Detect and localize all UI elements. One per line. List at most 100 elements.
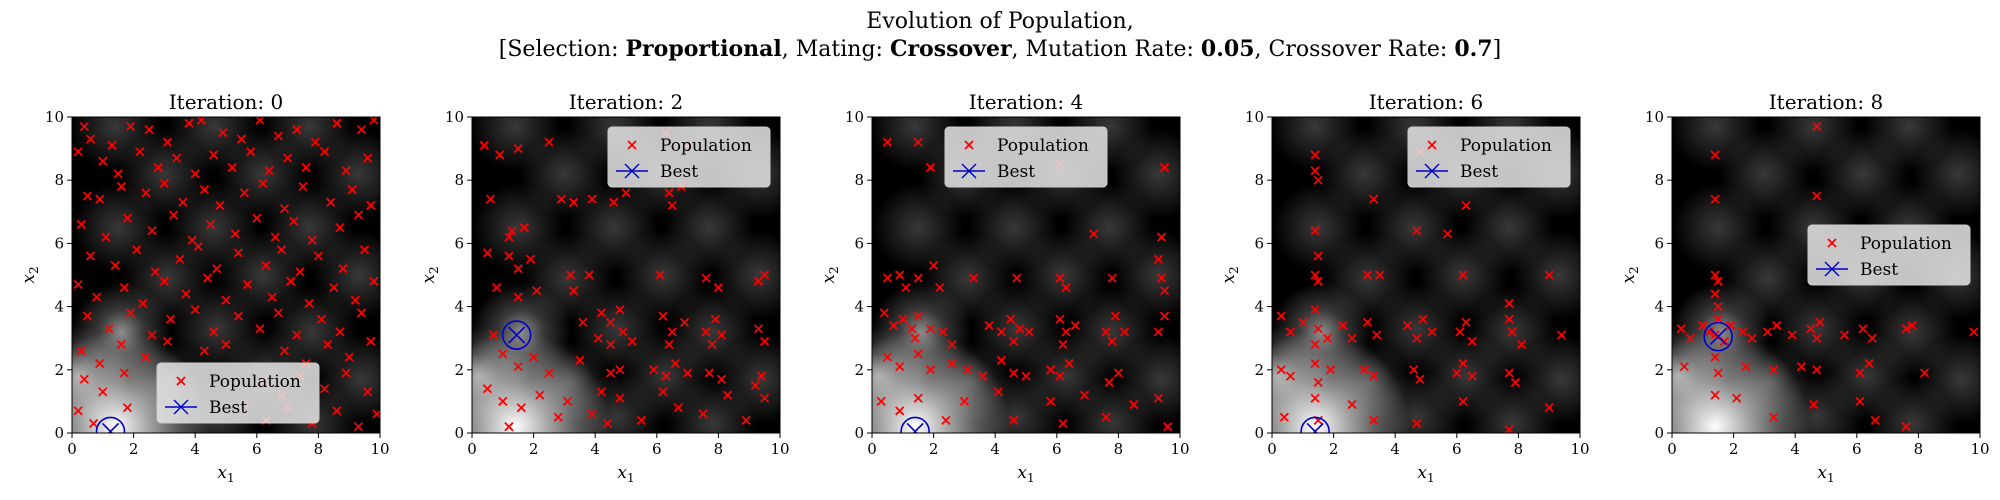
population-point (528, 352, 539, 362)
population-point (605, 368, 616, 378)
x-tick-label: 2 (1329, 440, 1339, 458)
population-point (553, 412, 563, 422)
legend-best-label: Best (660, 162, 698, 182)
population-point (1467, 371, 1477, 381)
best-marker-ring (501, 320, 532, 350)
population-point (1119, 327, 1130, 337)
population-point (605, 339, 616, 350)
legend-best-marker (173, 399, 189, 415)
population-point (310, 137, 320, 147)
population-point (338, 264, 348, 274)
population-point (621, 188, 631, 198)
population-point (1685, 333, 1696, 343)
y-tick-label: 10 (1645, 108, 1664, 126)
population-point (1772, 320, 1782, 331)
legend: Population Best (607, 126, 771, 188)
population-point (1409, 365, 1419, 375)
population-point (138, 298, 148, 309)
population-point (753, 324, 764, 334)
legend-population-label: Population (997, 136, 1089, 156)
population-point (292, 330, 302, 340)
population-point (1461, 200, 1471, 211)
population-point (1024, 327, 1034, 337)
population-point (882, 352, 893, 362)
population-point (184, 118, 194, 128)
population-point (1310, 358, 1320, 369)
y-axis-label: x2 (1219, 266, 1241, 283)
population-point (258, 178, 268, 188)
y-tick-label: 8 (454, 171, 464, 189)
population-point (353, 422, 364, 432)
population-point (1005, 314, 1016, 324)
population-point (1372, 330, 1382, 340)
population-point (667, 200, 677, 211)
population-point (347, 185, 357, 195)
x-tick-label: 6 (1852, 440, 1862, 458)
population-point (304, 298, 314, 309)
population-point (113, 169, 123, 179)
population-point (627, 336, 637, 346)
population-point (1129, 399, 1139, 410)
y-tick-label: 0 (454, 424, 464, 442)
legend-population-label: Population (660, 136, 752, 156)
axes-frame (1671, 116, 1981, 434)
subtitle-crossover-value: 0.7 (1454, 36, 1492, 62)
population-point (1919, 368, 1930, 378)
population-point (895, 406, 905, 416)
population-point (1762, 327, 1773, 337)
y-tick-label: 2 (54, 361, 64, 379)
population-point (344, 352, 354, 362)
population-point (273, 131, 283, 141)
landscape-peak (1864, 117, 1955, 172)
x-tick-label: 2 (929, 440, 939, 458)
population-point (307, 235, 317, 245)
legend-population-marker (1427, 140, 1437, 150)
population-point (221, 339, 231, 350)
population-point (1713, 301, 1723, 312)
population-point (1412, 333, 1422, 343)
population-point (104, 324, 114, 334)
population-point (116, 181, 126, 192)
legend-best-marker (1424, 163, 1440, 179)
population-point (1415, 374, 1425, 384)
population-point (329, 283, 339, 293)
population-point (1107, 336, 1117, 346)
population-point (341, 368, 351, 378)
population-point (1310, 150, 1320, 160)
population-point (495, 150, 505, 160)
population-point (147, 226, 157, 236)
population-point (1418, 314, 1428, 324)
population-point (122, 403, 133, 413)
population-point (1101, 412, 1111, 422)
population-point (498, 349, 508, 359)
population-point (898, 314, 908, 324)
population-point (978, 371, 988, 381)
population-point (85, 251, 96, 261)
population-point (1055, 314, 1065, 324)
panel-title: Iteration: 0 (169, 90, 283, 114)
population-point (498, 396, 508, 407)
population-point (1467, 336, 1477, 346)
population-point (901, 283, 911, 293)
population-point (1279, 412, 1289, 422)
population-point (1812, 333, 1822, 343)
population-point (341, 166, 351, 176)
population-point (615, 365, 625, 375)
population-point (513, 292, 523, 302)
x-tick-label: 6 (1052, 440, 1062, 458)
population-point (1412, 226, 1422, 236)
y-tick-label: 0 (54, 424, 64, 442)
population-point (636, 415, 647, 425)
population-point (289, 216, 299, 226)
population-point (1839, 330, 1850, 340)
population-point (947, 339, 957, 350)
population-point (1313, 324, 1323, 334)
population-point (1713, 314, 1723, 324)
population-point (1812, 191, 1822, 201)
y-tick-label: 4 (1254, 298, 1264, 316)
population-point (658, 387, 668, 397)
population-point (488, 330, 499, 340)
panel-title: Iteration: 8 (1769, 90, 1883, 114)
legend-best-marker (624, 163, 640, 179)
population-point (1313, 175, 1323, 185)
